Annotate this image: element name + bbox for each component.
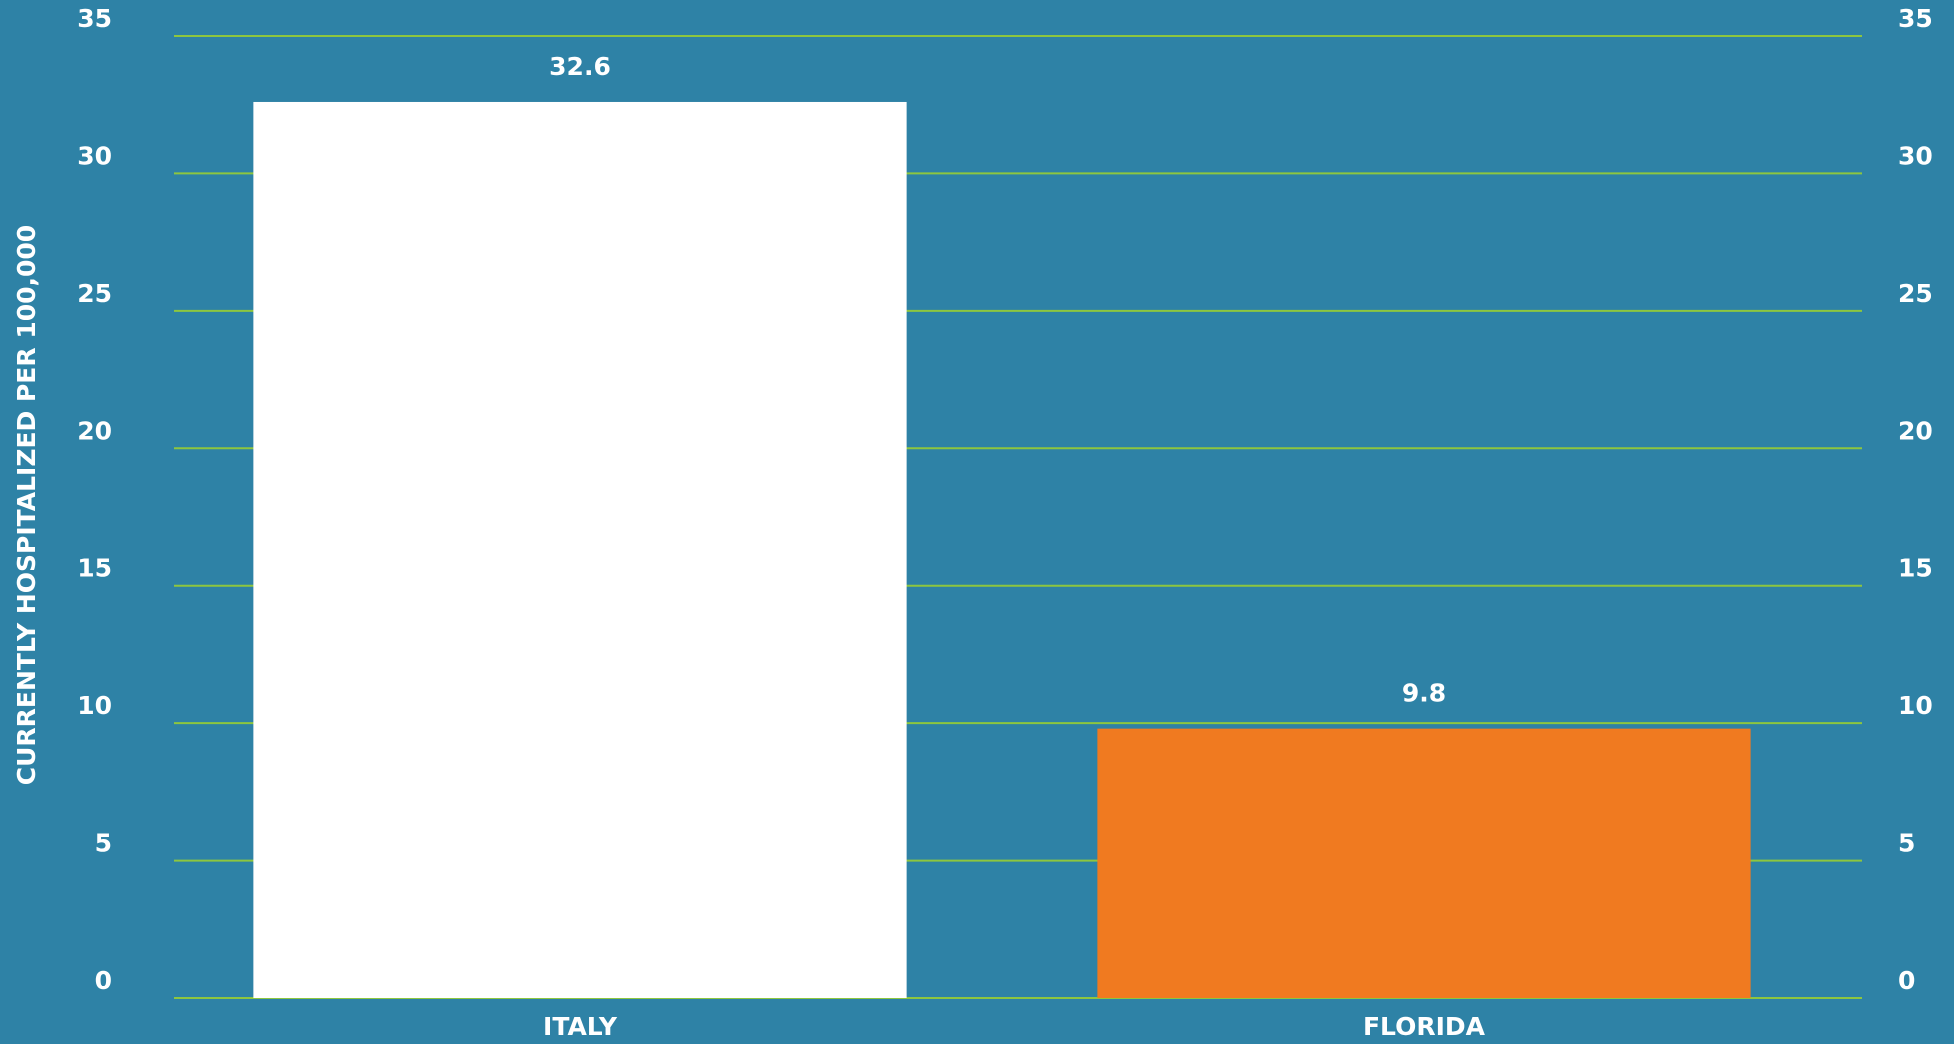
y-tick-label: 30 [77,141,112,170]
bar [253,101,907,999]
y2-tick-label: 5 [1898,829,1915,858]
y2-tick-label: 30 [1898,141,1933,170]
y-tick-label: 0 [95,966,112,995]
value-label: 32.6 [549,52,611,81]
y2-tick-label: 0 [1898,966,1915,995]
y-tick-label: 20 [77,416,112,445]
y2-tick-label: 25 [1898,279,1933,308]
y-tick-label: 35 [77,4,112,33]
y2-tick-label: 35 [1898,4,1933,33]
y2-tick-label: 10 [1898,691,1933,720]
y-tick-label: 25 [77,279,112,308]
y-tick-label: 10 [77,691,112,720]
x-tick-label: ITALY [543,1012,618,1041]
bar [1097,728,1751,998]
y-axis-label: CURRENTLY HOSPITALIZED PER 100,000 [12,225,41,785]
y2-tick-label: 15 [1898,554,1933,583]
x-tick-label: FLORIDA [1363,1012,1486,1041]
y-tick-label: 15 [77,554,112,583]
y2-tick-label: 20 [1898,416,1933,445]
y-tick-label: 5 [95,829,112,858]
value-label: 9.8 [1402,679,1446,708]
